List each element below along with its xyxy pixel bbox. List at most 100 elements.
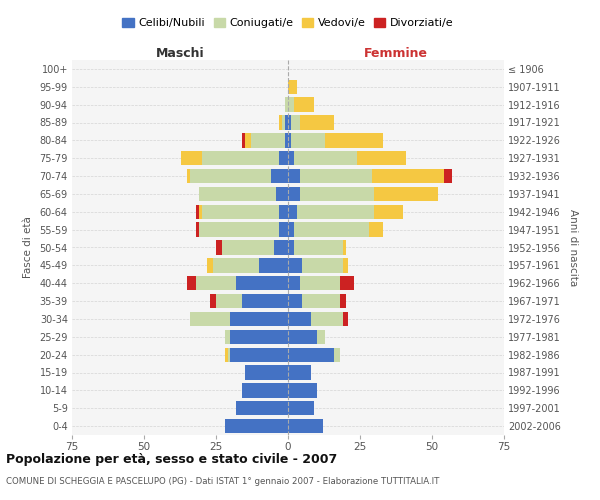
Bar [311,312,343,326]
Bar [288,383,317,398]
Bar [224,330,230,344]
Bar [288,401,314,415]
Bar [216,240,222,254]
Bar [236,276,288,290]
Bar [242,383,288,398]
Bar [340,276,354,290]
Bar [299,116,334,130]
Bar [288,312,311,326]
Bar [317,330,325,344]
Bar [216,294,242,308]
Bar [259,258,288,272]
Bar [280,151,288,166]
Text: COMUNE DI SCHEGGIA E PASCELUPO (PG) - Dati ISTAT 1° gennaio 2007 - Elaborazione : COMUNE DI SCHEGGIA E PASCELUPO (PG) - Da… [6,478,439,486]
Bar [294,222,368,237]
Bar [190,312,230,326]
Bar [299,169,371,183]
Bar [245,366,288,380]
Bar [196,204,199,219]
Bar [343,240,346,254]
Y-axis label: Anni di nascita: Anni di nascita [568,209,578,286]
Bar [196,276,236,290]
Bar [288,348,334,362]
Bar [371,169,443,183]
Y-axis label: Fasce di età: Fasce di età [23,216,32,278]
Bar [357,151,406,166]
Bar [288,294,302,308]
Bar [280,116,282,130]
Bar [230,330,288,344]
Bar [288,240,294,254]
Bar [190,169,271,183]
Bar [291,116,299,130]
Text: Popolazione per età, sesso e stato civile - 2007: Popolazione per età, sesso e stato civil… [6,452,337,466]
Bar [285,133,288,148]
Bar [245,133,251,148]
Bar [374,204,403,219]
Bar [199,187,277,201]
Bar [285,98,288,112]
Bar [288,419,323,433]
Bar [202,204,280,219]
Bar [224,419,288,433]
Bar [294,151,357,166]
Legend: Celibi/Nubili, Coniugati/e, Vedovi/e, Divorziati/e: Celibi/Nubili, Coniugati/e, Vedovi/e, Di… [118,13,458,32]
Bar [343,312,349,326]
Bar [288,258,302,272]
Bar [288,116,291,130]
Bar [181,151,202,166]
Bar [187,169,190,183]
Bar [285,116,288,130]
Bar [210,294,216,308]
Bar [280,204,288,219]
Bar [288,366,311,380]
Bar [294,98,314,112]
Bar [288,330,317,344]
Bar [443,169,452,183]
Bar [242,294,288,308]
Bar [274,240,288,254]
Bar [199,204,202,219]
Bar [299,187,374,201]
Bar [288,169,299,183]
Bar [187,276,196,290]
Bar [230,312,288,326]
Text: Femmine: Femmine [364,47,428,60]
Bar [374,187,438,201]
Bar [302,294,340,308]
Bar [294,240,343,254]
Bar [296,204,374,219]
Bar [242,133,245,148]
Bar [227,348,230,362]
Bar [202,151,280,166]
Bar [288,222,294,237]
Bar [222,240,274,254]
Bar [280,222,288,237]
Bar [288,204,296,219]
Bar [325,133,383,148]
Bar [251,133,285,148]
Bar [199,222,280,237]
Bar [368,222,383,237]
Bar [236,401,288,415]
Bar [288,80,296,94]
Bar [343,258,349,272]
Bar [271,169,288,183]
Bar [302,258,343,272]
Bar [277,187,288,201]
Bar [288,187,299,201]
Bar [282,116,285,130]
Bar [288,276,299,290]
Bar [230,348,288,362]
Bar [291,133,325,148]
Text: Maschi: Maschi [155,47,205,60]
Bar [196,222,199,237]
Bar [208,258,213,272]
Bar [288,151,294,166]
Bar [288,98,294,112]
Bar [340,294,346,308]
Bar [299,276,340,290]
Bar [288,133,291,148]
Bar [224,348,227,362]
Bar [334,348,340,362]
